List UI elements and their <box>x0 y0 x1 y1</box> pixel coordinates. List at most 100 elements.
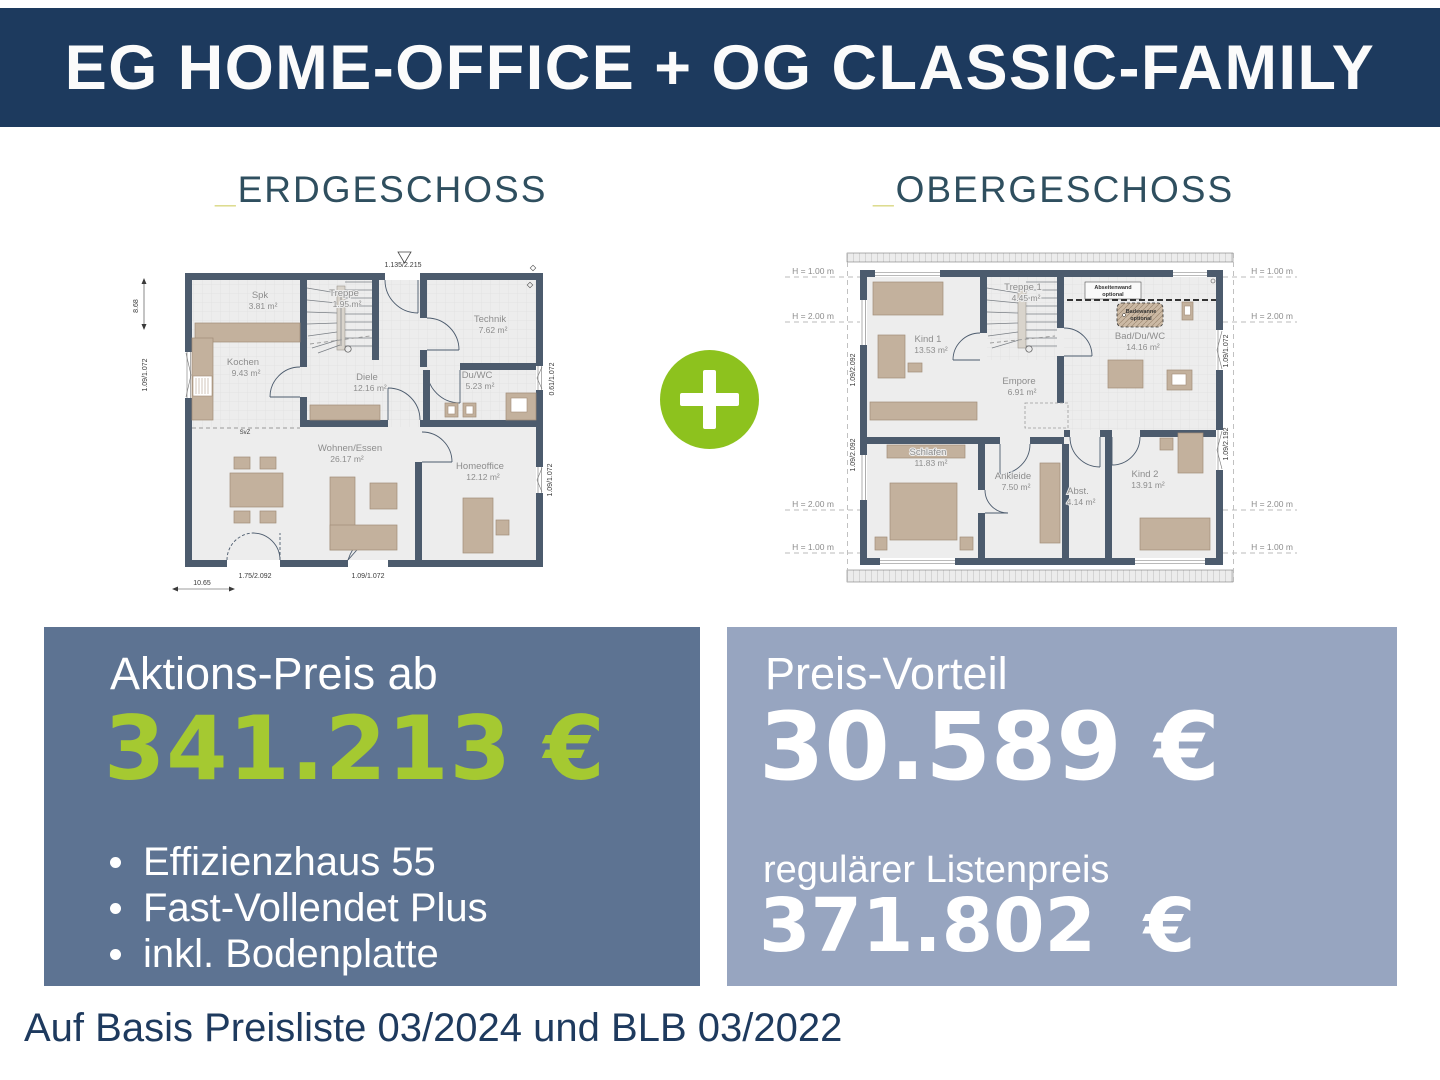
og-staircase <box>986 281 1057 353</box>
eg-staircase <box>306 281 372 354</box>
room-label-kochen: Kochen <box>227 357 259 368</box>
room-label-empore: Empore <box>1002 376 1035 387</box>
eg-furniture <box>191 322 537 554</box>
room-area-technik: 7.62 m² <box>479 325 508 335</box>
room-area-duwc: 5.23 m² <box>466 381 495 391</box>
footer-note: Auf Basis Preisliste 03/2024 und BLB 03/… <box>24 1006 843 1050</box>
dim-total-height: 8.68 <box>133 299 140 313</box>
dim-right-window-bottom: 1.09/1.072 <box>547 463 554 496</box>
dim-og-left-bottom: 1.09/2.092 <box>850 438 857 471</box>
dim-og-right-bottom: 1.09/2.192 <box>1223 427 1230 460</box>
room-area-kochen: 9.43 m² <box>232 368 261 378</box>
room-label-homeoffice: Homeoffice <box>456 461 504 472</box>
dim-left-window: 1.09/1.072 <box>142 358 149 391</box>
h-label-right-4: H = 1.00 m <box>1251 542 1293 552</box>
room-area-schlafen: 11.83 m² <box>915 458 948 468</box>
offer-price-label: Aktions-Preis ab <box>110 648 438 699</box>
room-label-diele: Diele <box>356 372 378 383</box>
og-height-lines <box>785 276 1297 554</box>
offer-box: Aktions-Preis ab 341.213 € Effizienzhaus… <box>44 627 700 986</box>
underscore-accent: _ <box>873 169 896 210</box>
h-label-right-1: H = 1.00 m <box>1251 266 1293 276</box>
list-price-label: regulärer Listenpreis <box>763 849 1110 891</box>
og-annotations: Abseitenwand optional Badewanne optional <box>1084 281 1157 322</box>
og-room-labels: Treppe 1 4.45 m² Kind 1 13.53 m² Bad/Du/… <box>909 281 1167 508</box>
h-label-left-1: H = 1.00 m <box>792 266 834 276</box>
room-area-treppe1: 4.45 m² <box>1012 293 1041 303</box>
eg-room-labels: Spk 3.81 m² Treppe 1.95 m² Technik 7.62 … <box>226 287 509 483</box>
room-label-wohnen: Wohnen/Essen <box>318 443 382 454</box>
room-area-wohnen: 26.17 m² <box>330 454 364 464</box>
h-label-left-2: H = 2.00 m <box>792 311 834 321</box>
obergeschoss-heading: _OBERGESCHOSS <box>873 169 1234 211</box>
abseitenwand-label-line2: optional <box>1102 292 1124 298</box>
underscore-accent: _ <box>215 169 238 210</box>
feature-item: Fast-Vollendet Plus <box>110 885 488 931</box>
room-label-treppe: Treppe <box>329 288 359 299</box>
room-label-kind2: Kind 2 <box>1132 469 1159 480</box>
og-dashed-elements <box>1024 299 1216 429</box>
obergeschoss-floor-plan: Abseitenwand optional Badewanne optional… <box>785 252 1297 583</box>
dim-total-width: 10.65 <box>193 580 211 587</box>
room-label-spk: Spk <box>252 290 269 301</box>
room-area-ankleide: 7.50 m² <box>1002 482 1031 492</box>
room-label-abst: Abst. <box>1067 486 1089 497</box>
room-label-kind1: Kind 1 <box>915 334 942 345</box>
erdgeschoss-heading-text: ERDGESCHOSS <box>237 169 548 210</box>
eg-windows <box>185 352 543 493</box>
og-dimensions: H = 1.00 m H = 2.00 m H = 2.00 m H = 1.0… <box>792 266 1293 552</box>
room-label-technik: Technik <box>474 314 506 325</box>
room-area-diele: 12.16 m² <box>353 383 387 393</box>
badewanne-label-line1: Badewanne <box>1126 309 1157 315</box>
eg-markers <box>141 251 537 592</box>
title-banner: EG HOME-OFFICE + OG CLASSIC-FAMILY <box>0 8 1440 127</box>
dim-bottom-window: 1.09/1.072 <box>351 573 384 580</box>
advantage-value: 30.589 € <box>759 693 1220 802</box>
offer-price-value: 341.213 € <box>104 697 606 800</box>
room-label-ankleide: Ankleide <box>995 471 1031 482</box>
feature-text: Fast-Vollendet Plus <box>143 886 488 930</box>
obergeschoss-heading-text: OBERGESCHOSS <box>895 169 1235 210</box>
room-label-duwc: Du/WC <box>462 370 493 381</box>
feature-item: Effizienzhaus 55 <box>110 839 488 885</box>
room-area-kind2: 13.91 m² <box>1131 480 1165 490</box>
dim-right-window-top: 0.61/1.072 <box>549 362 556 395</box>
room-label-schlafen: Schlafen <box>910 447 947 458</box>
feature-list: Effizienzhaus 55 Fast-Vollendet Plus ink… <box>110 839 488 977</box>
og-roof-strips <box>846 252 1234 583</box>
room-label-bad: Bad/Du/WC <box>1115 331 1165 342</box>
advantage-label: Preis-Vorteil <box>765 648 1008 699</box>
dim-entry-door: 1.135/2.215 <box>385 262 422 269</box>
h-label-right-2: H = 2.00 m <box>1251 311 1293 321</box>
room-area-kind1: 13.53 m² <box>914 345 948 355</box>
dim-og-right-top: 1.09/1.072 <box>1223 334 1230 367</box>
dim-bottom-door: 1.75/2.092 <box>238 573 271 580</box>
h-label-right-3: H = 2.00 m <box>1251 499 1293 509</box>
h-label-left-4: H = 1.00 m <box>792 542 834 552</box>
plus-icon-bar <box>703 370 716 429</box>
room-area-treppe: 1.95 m² <box>333 299 362 309</box>
og-windows <box>860 270 1223 565</box>
advantage-box: Preis-Vorteil 30.589 € regulärer Listenp… <box>727 627 1397 986</box>
h-label-left-3: H = 2.00 m <box>792 499 834 509</box>
eg-dimensions: 8.68 1.135/2.215 1.09/1.072 0.61/1.072 1… <box>133 262 556 587</box>
erdgeschoss-floor-plan: Spk 3.81 m² Treppe 1.95 m² Technik 7.62 … <box>133 251 556 592</box>
dim-og-left-top: 1.09/2.092 <box>850 353 857 386</box>
room-area-bad: 14.16 m² <box>1126 342 1160 352</box>
badewanne-label-line2: optional <box>1130 316 1152 322</box>
room-area-empore: 6.91 m² <box>1008 387 1037 397</box>
room-label-treppe1: Treppe 1 <box>1004 282 1042 293</box>
erdgeschoss-heading: _ERDGESCHOSS <box>215 169 547 211</box>
eg-walls <box>185 273 543 567</box>
feature-text: Effizienzhaus 55 <box>143 840 436 884</box>
bullet-dot <box>110 902 121 914</box>
feature-text: inkl. Bodenplatte <box>143 932 439 976</box>
room-area-homeoffice: 12.12 m² <box>466 472 500 482</box>
bullet-dot <box>110 948 121 960</box>
og-doors <box>952 327 1141 514</box>
feature-item: inkl. Bodenplatte <box>110 931 488 977</box>
note-svz: SvZ <box>240 430 251 436</box>
og-furniture <box>869 278 1216 551</box>
room-area-spk: 3.81 m² <box>249 301 278 311</box>
